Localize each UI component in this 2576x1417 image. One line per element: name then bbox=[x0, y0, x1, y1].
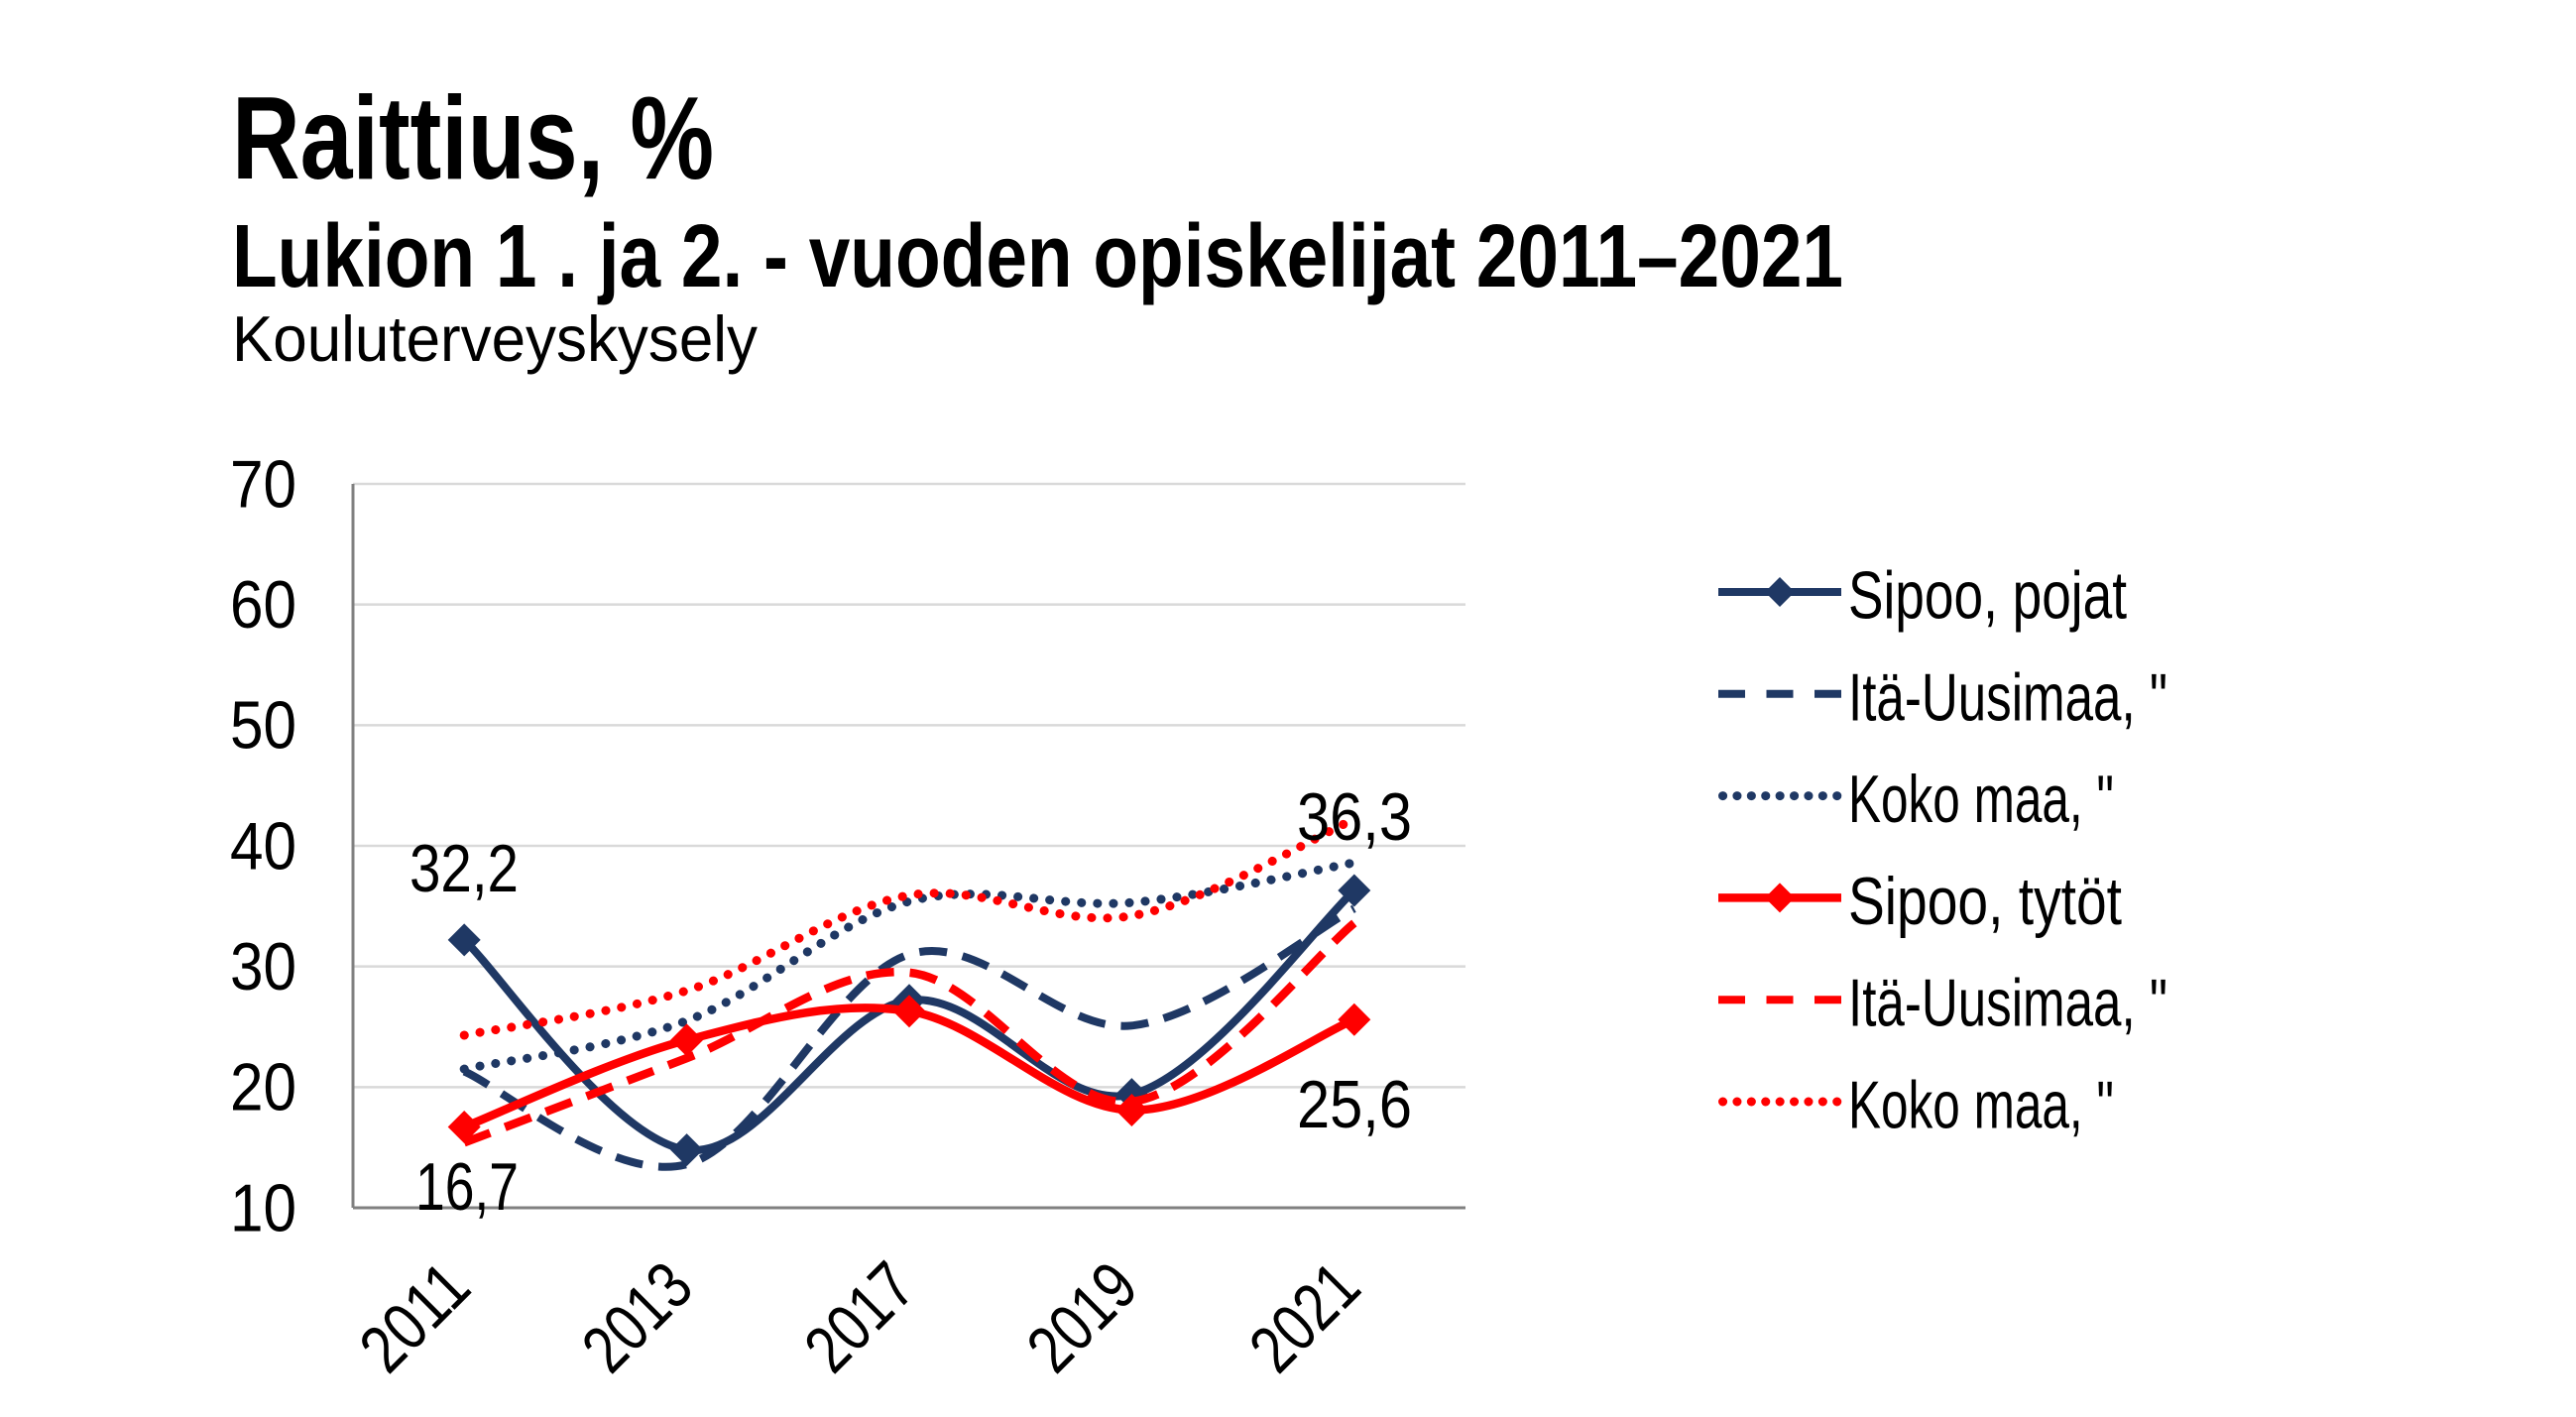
svg-text:25,6: 25,6 bbox=[1297, 1067, 1412, 1142]
svg-text:16,7: 16,7 bbox=[415, 1149, 519, 1225]
svg-text:50: 50 bbox=[230, 688, 296, 764]
svg-text:Sipoo, pojat: Sipoo, pojat bbox=[1848, 558, 2127, 634]
svg-text:Raittius, %: Raittius, % bbox=[232, 72, 714, 204]
svg-text:40: 40 bbox=[230, 808, 296, 884]
svg-text:Sipoo, tytöt: Sipoo, tytöt bbox=[1848, 864, 2122, 939]
svg-text:Koko maa, ": Koko maa, " bbox=[1848, 1068, 2114, 1143]
svg-text:36,3: 36,3 bbox=[1297, 779, 1412, 855]
svg-text:30: 30 bbox=[230, 929, 296, 1004]
svg-text:Lukion 1 . ja 2. - vuoden opis: Lukion 1 . ja 2. - vuoden opiskelijat 20… bbox=[232, 207, 1843, 306]
svg-text:20: 20 bbox=[230, 1050, 296, 1125]
svg-text:10: 10 bbox=[230, 1170, 296, 1245]
svg-text:32,2: 32,2 bbox=[410, 831, 519, 906]
svg-text:70: 70 bbox=[230, 446, 296, 522]
svg-text:Itä-Uusimaa, ": Itä-Uusimaa, " bbox=[1848, 966, 2167, 1041]
svg-text:60: 60 bbox=[230, 567, 296, 643]
svg-text:Itä-Uusimaa, ": Itä-Uusimaa, " bbox=[1848, 659, 2167, 735]
svg-text:Kouluterveyskysely: Kouluterveyskysely bbox=[232, 302, 758, 375]
svg-text:Koko maa, ": Koko maa, " bbox=[1848, 762, 2114, 837]
